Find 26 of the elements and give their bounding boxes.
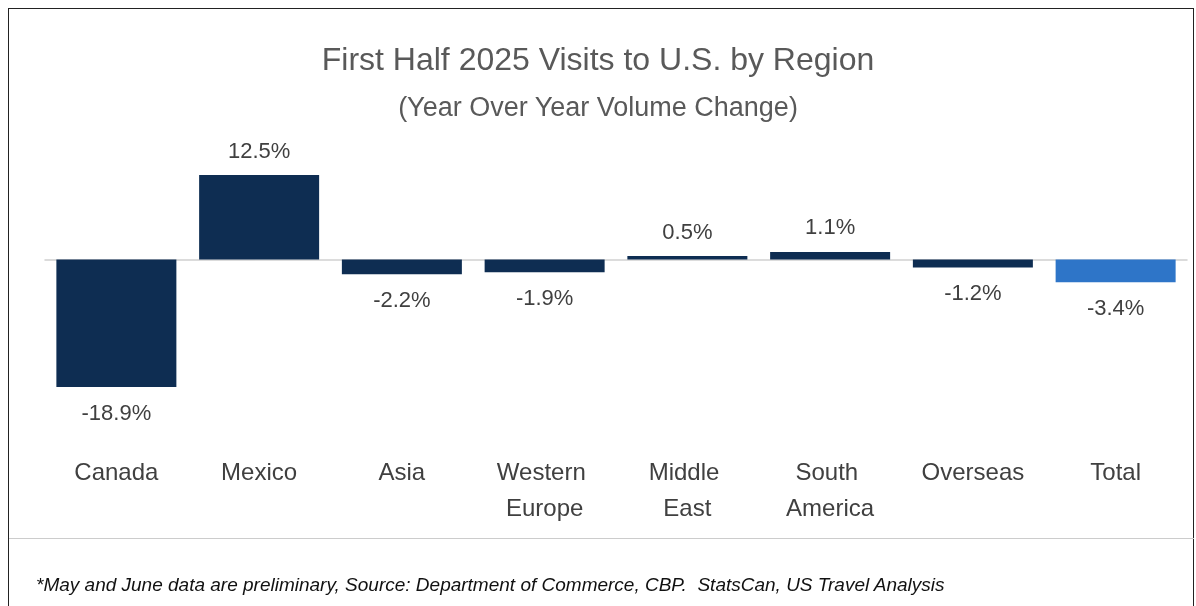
data-label: -1.9% <box>515 284 574 310</box>
x-tick-label: Canada <box>74 457 160 485</box>
data-label: -1.2% <box>944 280 1002 305</box>
data-label: -3.4% <box>1086 294 1145 320</box>
bar <box>56 259 177 387</box>
chart-title: First Half 2025 Visits to U.S. by Region <box>321 41 875 77</box>
x-tick-label: Middle East <box>648 457 727 521</box>
bar <box>770 251 891 260</box>
x-tick-label: Overseas <box>921 457 1025 485</box>
x-tick-label: Asia <box>378 457 426 485</box>
text: *May and June data are preliminary, Source: Department of Commerce, CBP. StatsCan, US Travel Analysis <box>36 574 945 596</box>
x-tick-label: Total <box>1090 457 1141 485</box>
bar <box>484 259 605 273</box>
bar <box>1055 259 1176 283</box>
data-label: 1.1% <box>805 214 856 240</box>
x-tick-label: South America <box>786 457 875 521</box>
bar <box>199 175 320 260</box>
chart-subtitle: (Year Over Year Volume Change) <box>398 91 798 122</box>
bar <box>341 259 462 275</box>
x-tick-label: Mexico <box>221 457 298 485</box>
x-tick-label: Western Europe <box>496 457 593 521</box>
data-label: 12.5% <box>227 137 291 163</box>
data-label: -18.9% <box>81 399 152 425</box>
bar <box>912 259 1033 268</box>
data-label: -2.2% <box>373 286 431 312</box>
data-label: 0.5% <box>662 218 713 244</box>
